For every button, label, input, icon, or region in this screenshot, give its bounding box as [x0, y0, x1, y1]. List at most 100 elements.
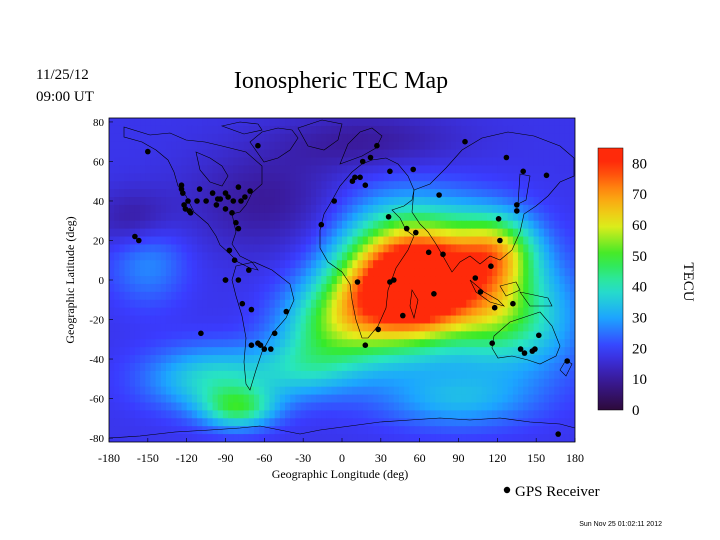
heatmap-cell	[181, 252, 188, 261]
heatmap-cell	[212, 386, 219, 396]
heatmap-cell	[119, 315, 126, 325]
heatmap-cell	[243, 291, 250, 301]
heatmap-cell	[424, 220, 431, 230]
heatmap-cell	[134, 268, 141, 277]
heatmap-cell	[367, 252, 374, 261]
heatmap-cell	[357, 347, 364, 356]
heatmap-cell	[310, 370, 317, 380]
heatmap-cell	[176, 173, 183, 182]
heatmap-cell	[171, 268, 177, 277]
heatmap-cell	[549, 370, 555, 380]
heatmap-cell	[160, 410, 167, 419]
heatmap-cell	[492, 378, 498, 388]
heatmap-cell	[347, 228, 353, 238]
heatmap-cell	[569, 331, 575, 340]
heatmap-cell	[481, 276, 488, 285]
heatmap-cell	[507, 181, 514, 190]
heatmap-cell	[528, 291, 535, 301]
heatmap-cell	[347, 339, 353, 348]
heatmap-cell	[435, 252, 441, 261]
heatmap-cell	[321, 181, 328, 190]
heatmap-cell	[269, 291, 276, 301]
heatmap-cell	[217, 402, 224, 411]
gps-receiver-dot	[235, 277, 242, 283]
heatmap-cell	[202, 347, 208, 356]
heatmap-cell	[264, 283, 271, 293]
heatmap-cell	[528, 323, 535, 332]
heatmap-cell	[259, 331, 265, 340]
heatmap-cell	[129, 339, 136, 348]
heatmap-cell	[481, 402, 488, 411]
heatmap-cell	[155, 157, 162, 167]
heatmap-cell	[419, 315, 426, 325]
heatmap-cell	[492, 434, 498, 442]
heatmap-cell	[481, 291, 488, 301]
heatmap-cell	[305, 133, 312, 143]
heatmap-cell	[398, 149, 405, 159]
heatmap-cell	[549, 426, 555, 435]
heatmap-cell	[212, 331, 219, 340]
heatmap-cell	[409, 315, 416, 325]
heatmap-cell	[165, 197, 172, 206]
heatmap-cell	[471, 181, 478, 190]
heatmap-cell	[269, 370, 276, 380]
heatmap-cell	[274, 181, 281, 190]
heatmap-cell	[424, 133, 431, 143]
heatmap-cell	[228, 307, 234, 317]
heatmap-cell	[197, 378, 203, 388]
heatmap-cell	[347, 181, 353, 190]
heatmap-cell	[155, 244, 162, 253]
heatmap-cell	[150, 268, 157, 277]
heatmap-cell	[486, 370, 493, 380]
heatmap-cell	[543, 149, 550, 159]
heatmap-cell	[383, 173, 390, 182]
heatmap-cell	[518, 118, 524, 127]
heatmap-cell	[165, 228, 172, 238]
heatmap-cell	[507, 133, 514, 143]
heatmap-cell	[393, 173, 400, 182]
heatmap-cell	[336, 220, 343, 230]
heatmap-cell	[310, 355, 317, 364]
heatmap-cell	[202, 339, 208, 348]
heatmap-cell	[300, 426, 307, 435]
heatmap-cell	[321, 165, 328, 174]
heatmap-cell	[233, 212, 240, 222]
heatmap-cell	[347, 244, 353, 253]
gps-receiver-legend-dot	[503, 486, 511, 494]
heatmap-cell	[466, 378, 473, 388]
heatmap-cell	[502, 141, 509, 151]
heatmap-cell	[445, 118, 452, 127]
heatmap-cell	[430, 331, 436, 340]
heatmap-cell	[373, 378, 379, 388]
heatmap-cell	[290, 434, 296, 442]
heatmap-cell	[564, 434, 571, 442]
heatmap-cell	[305, 307, 312, 317]
heatmap-cell	[321, 157, 328, 167]
heatmap-cell	[150, 220, 157, 230]
heatmap-cell	[264, 157, 271, 167]
heatmap-cell	[362, 386, 369, 396]
heatmap-cell	[388, 362, 395, 372]
heatmap-cell	[207, 283, 214, 293]
heatmap-cell	[502, 291, 509, 301]
heatmap-cell	[222, 426, 229, 435]
heatmap-cell	[404, 378, 410, 388]
gps-receiver-dot	[357, 174, 363, 181]
heatmap-cell	[253, 418, 260, 427]
heatmap-cell	[171, 315, 177, 325]
heatmap-cell	[217, 228, 224, 238]
heatmap-cell	[378, 323, 385, 332]
heatmap-cell	[476, 276, 483, 285]
heatmap-cell	[181, 315, 188, 325]
heatmap-cell	[445, 141, 452, 151]
heatmap-cell	[259, 418, 265, 427]
heatmap-cell	[207, 434, 214, 442]
heatmap-cell	[383, 307, 390, 317]
heatmap-cell	[445, 125, 452, 135]
heatmap-cell	[129, 291, 136, 301]
heatmap-cell	[357, 339, 364, 348]
heatmap-cell	[569, 283, 575, 293]
heatmap-cell	[481, 173, 488, 182]
heatmap-cell	[259, 410, 265, 419]
heatmap-cell	[440, 339, 447, 348]
